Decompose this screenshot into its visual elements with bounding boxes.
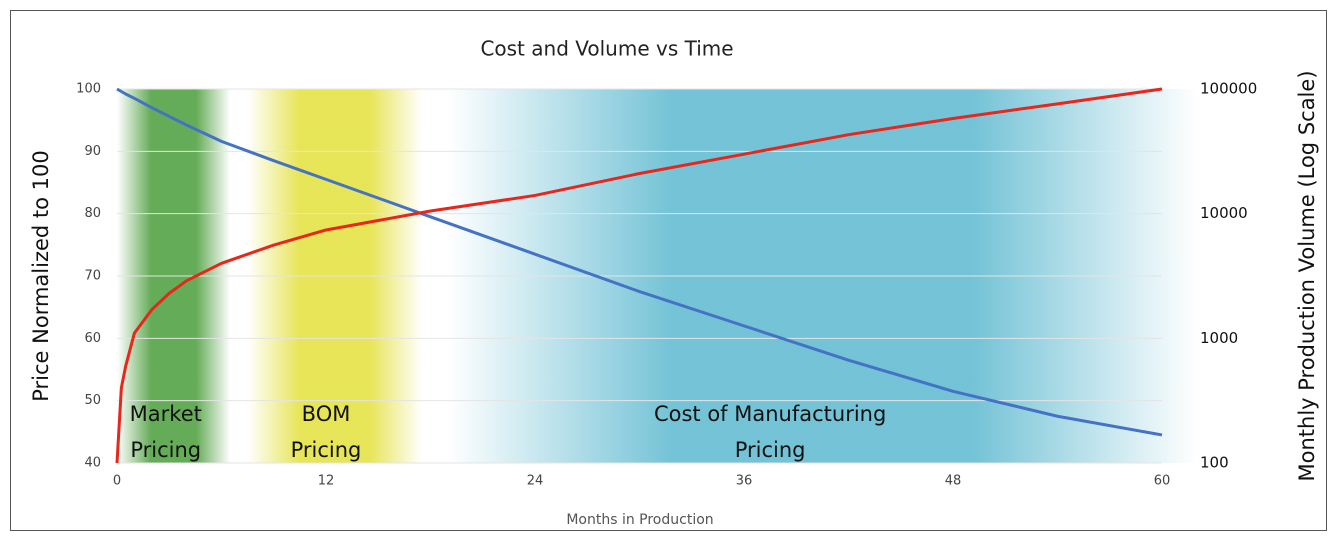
- y-tick-label: 100: [76, 82, 101, 97]
- x-tick-label: 60: [1154, 474, 1171, 489]
- series-line: [115, 87, 1163, 464]
- x-axis-title: Months in Production: [566, 512, 713, 528]
- y-tick-label: 60: [84, 331, 101, 346]
- y2-tick-label: 10000: [1200, 204, 1248, 222]
- y-tick-label: 80: [84, 206, 101, 221]
- series-line: [116, 87, 1163, 437]
- region-label: BOM: [302, 402, 351, 426]
- x-tick-label: 12: [318, 474, 335, 489]
- y-tick-label: 90: [84, 144, 101, 159]
- y2-tick-label: 100: [1200, 454, 1229, 472]
- x-tick-label: 36: [736, 474, 753, 489]
- y2-tick-label: 100000: [1200, 80, 1257, 98]
- y2-axis-title: Monthly Production Volume (Log Scale): [1295, 70, 1319, 481]
- region-label: Pricing: [130, 438, 201, 462]
- region-label: Pricing: [735, 438, 806, 462]
- y2-tick-label: 1000: [1200, 329, 1238, 347]
- region-label: Pricing: [291, 438, 362, 462]
- y-tick-label: 50: [84, 393, 101, 408]
- region-label: Market: [130, 402, 202, 426]
- y-axis-title: Price Normalized to 100: [29, 150, 53, 402]
- frame: [10, 10, 1327, 531]
- x-tick-label: 0: [113, 474, 121, 489]
- region-label: Cost of Manufacturing: [654, 402, 886, 426]
- y-tick-label: 70: [84, 269, 101, 284]
- x-tick-label: 48: [945, 474, 962, 489]
- y-tick-label: 40: [84, 456, 101, 471]
- chart-title: Cost and Volume vs Time: [480, 37, 733, 61]
- x-tick-label: 24: [527, 474, 544, 489]
